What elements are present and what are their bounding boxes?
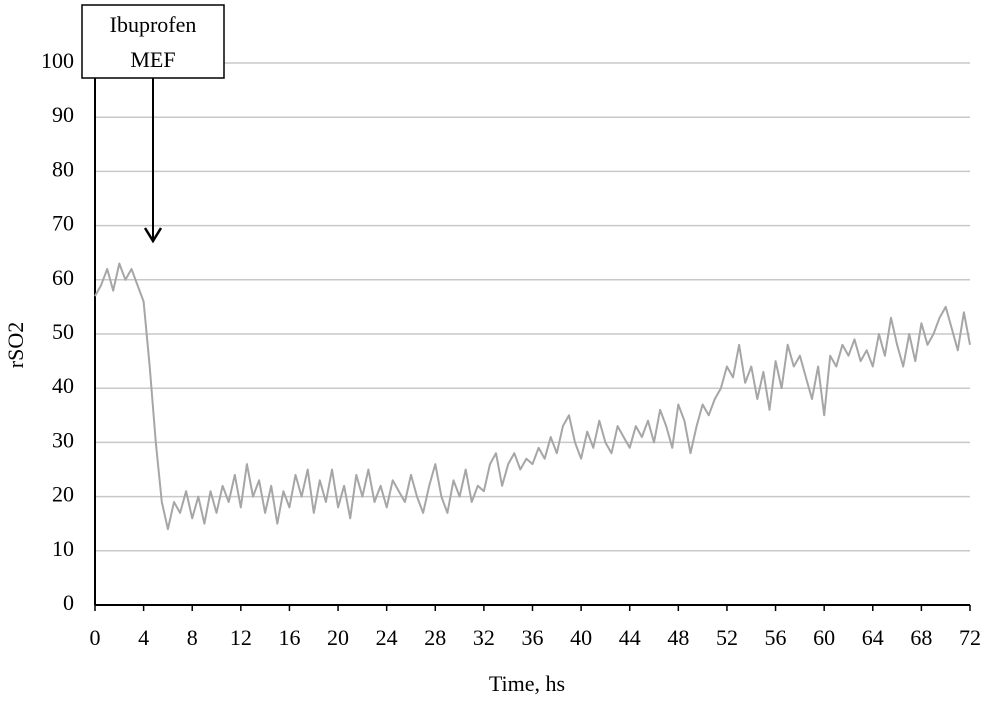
x-tick-label: 28 bbox=[424, 625, 446, 650]
y-tick-label: 80 bbox=[52, 156, 74, 181]
x-tick-label: 68 bbox=[910, 625, 932, 650]
x-tick-label: 16 bbox=[278, 625, 300, 650]
x-tick-label: 44 bbox=[619, 625, 641, 650]
annotation-text: Ibuprofen bbox=[110, 12, 197, 37]
y-tick-label: 40 bbox=[52, 373, 74, 398]
x-axis-label: Time, hs bbox=[489, 671, 565, 696]
y-axis-label: rSO2 bbox=[3, 322, 28, 368]
y-tick-label: 20 bbox=[52, 482, 74, 507]
x-tick-label: 60 bbox=[813, 625, 835, 650]
y-tick-label: 10 bbox=[52, 536, 74, 561]
y-tick-label: 70 bbox=[52, 211, 74, 236]
x-tick-label: 52 bbox=[716, 625, 738, 650]
x-tick-label: 64 bbox=[862, 625, 884, 650]
y-tick-label: 60 bbox=[52, 265, 74, 290]
y-tick-label: 50 bbox=[52, 319, 74, 344]
x-tick-label: 20 bbox=[327, 625, 349, 650]
x-tick-label: 48 bbox=[667, 625, 689, 650]
annotation-box bbox=[81, 4, 225, 79]
y-tick-label: 30 bbox=[52, 427, 74, 452]
x-tick-label: 72 bbox=[959, 625, 981, 650]
arrow-head bbox=[143, 227, 163, 244]
x-tick-label: 36 bbox=[522, 625, 544, 650]
x-tick-label: 24 bbox=[376, 625, 398, 650]
y-tick-label: 90 bbox=[52, 102, 74, 127]
x-tick-label: 40 bbox=[570, 625, 592, 650]
x-tick-label: 0 bbox=[90, 625, 101, 650]
data-line bbox=[94, 262, 971, 531]
x-tick-label: 8 bbox=[187, 625, 198, 650]
y-tick-label: 100 bbox=[41, 48, 74, 73]
x-tick-label: 32 bbox=[473, 625, 495, 650]
annotation-text: MEF bbox=[130, 47, 175, 72]
x-tick-label: 56 bbox=[765, 625, 787, 650]
y-tick-label: 0 bbox=[63, 590, 74, 615]
x-tick-label: 4 bbox=[138, 625, 149, 650]
x-tick-label: 12 bbox=[230, 625, 252, 650]
